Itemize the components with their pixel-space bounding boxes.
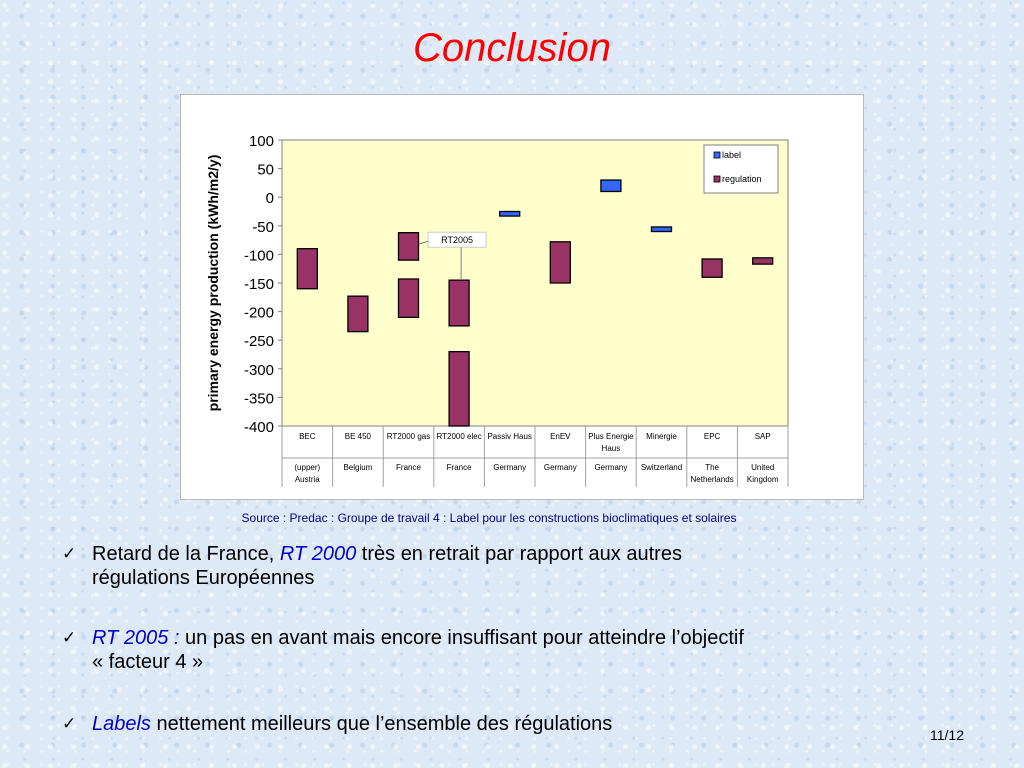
y-tick-label: -200 (244, 305, 274, 322)
country-label: Kingdom (747, 475, 779, 484)
bar-regulation (347, 295, 369, 333)
country-label: Germany (544, 463, 577, 472)
bar-regulation (448, 279, 470, 327)
bullet-1-part3: très en retrait par rapport aux autres (356, 543, 682, 565)
y-tick-label: -300 (244, 362, 274, 379)
bar-regulation (397, 278, 420, 318)
check-icon: ✓ (62, 714, 77, 733)
y-tick-label: -50 (252, 219, 274, 236)
bullet-2-text: RT 2005 : un pas en avant mais encore in… (92, 626, 942, 674)
country-label: The (705, 463, 719, 472)
bar-rt2005 (397, 232, 420, 261)
country-label: Belgium (343, 463, 372, 472)
bullet-1-part1: Retard de la France, (92, 543, 280, 565)
annotation-label: RT2005 (441, 235, 473, 245)
category-label: Minergie (646, 432, 677, 441)
legend-label: regulation (722, 174, 762, 184)
category-label: Plus Energie (588, 432, 634, 441)
country-label: Netherlands (691, 475, 734, 484)
category-label: Haus (602, 444, 621, 453)
annotation-leader (418, 240, 429, 245)
annotation-box (427, 231, 487, 248)
legend-label: label (722, 150, 741, 160)
check-icon: ✓ (62, 628, 77, 647)
slide-title: Conclusion (413, 26, 611, 70)
page-number: 11/12 (930, 727, 964, 743)
bar-regulation (701, 258, 723, 278)
y-tick-label: 100 (249, 133, 274, 150)
bullet-3: ✓ Labels nettement meilleurs que l’ensem… (62, 712, 942, 740)
category-label: BEC (299, 432, 316, 441)
bar-regulation (296, 248, 318, 290)
chart-frame: 100 50 0 -50 -100 -150 -200 -250 -300 -350 -400 pri… (180, 94, 864, 500)
bullet-1-part4: régulations Européennes (92, 567, 315, 589)
y-tick-label: -150 (244, 276, 274, 293)
bullet-2-part1: RT 2005 : (92, 627, 180, 649)
bullet-1-part2: RT 2000 (279, 543, 357, 565)
country-label: Germany (493, 463, 526, 472)
category-label: RT2000 elec (436, 432, 481, 441)
bar-regulation (752, 257, 774, 265)
country-label: France (447, 463, 472, 472)
y-tick-label: -100 (244, 247, 274, 264)
category-label: EnEV (550, 432, 571, 441)
check-icon: ✓ (62, 544, 77, 563)
bullet-2-part3: « facteur 4 » (92, 651, 204, 673)
category-label: Passiv Haus (487, 432, 531, 441)
legend-swatch (713, 151, 721, 159)
country-label: Austria (295, 475, 320, 484)
category-label: BE 450 (345, 432, 372, 441)
bar-regulation (549, 241, 571, 284)
category-label: RT2000 gas (387, 432, 430, 441)
country-label: France (396, 463, 421, 472)
category-label: SAP (755, 432, 771, 441)
y-tick-label: 0 (266, 190, 274, 207)
country-label: Switzerland (641, 463, 682, 472)
bar-label (499, 210, 521, 217)
y-tick-label: -400 (244, 419, 274, 436)
bullet-1-text: Retard de la France, RT 2000 très en ret… (92, 542, 942, 590)
chart-source: Source : Predac : Groupe de travail 4 : … (241, 511, 737, 525)
energy-chart: 100 50 0 -50 -100 -150 -200 -250 -300 -350 -400 pri… (205, 133, 789, 487)
country-label: (upper) (294, 463, 320, 472)
y-tick-label: -250 (244, 333, 274, 350)
country-label: United (751, 463, 774, 472)
bar-label (600, 179, 622, 193)
bullet-3-part2: nettement meilleurs que l’ensemble des r… (150, 713, 613, 735)
country-label: Germany (594, 463, 627, 472)
bar-regulation (448, 350, 470, 427)
bullet-2: ✓ RT 2005 : un pas en avant mais encore … (62, 626, 942, 678)
y-tick-label: -350 (244, 390, 274, 407)
legend-swatch (713, 175, 721, 183)
bar-label (650, 226, 673, 233)
bullet-2-part2: un pas en avant mais encore insuffisant … (179, 627, 744, 649)
y-tick-label: 50 (257, 162, 274, 179)
bullet-3-text: Labels nettement meilleurs que l’ensembl… (92, 712, 942, 736)
y-axis-label: primary energy production (kWh/m2/y) (205, 155, 221, 412)
bullet-3-part1: Labels (92, 713, 151, 735)
bullet-1: ✓ Retard de la France, RT 2000 très en r… (62, 542, 942, 594)
category-label: EPC (704, 432, 721, 441)
